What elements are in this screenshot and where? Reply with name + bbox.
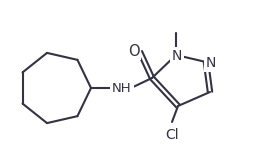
- Text: O: O: [128, 44, 140, 58]
- Text: Cl: Cl: [165, 128, 179, 142]
- Text: NH: NH: [112, 81, 132, 95]
- Text: N: N: [206, 56, 216, 70]
- Text: N: N: [172, 49, 182, 63]
